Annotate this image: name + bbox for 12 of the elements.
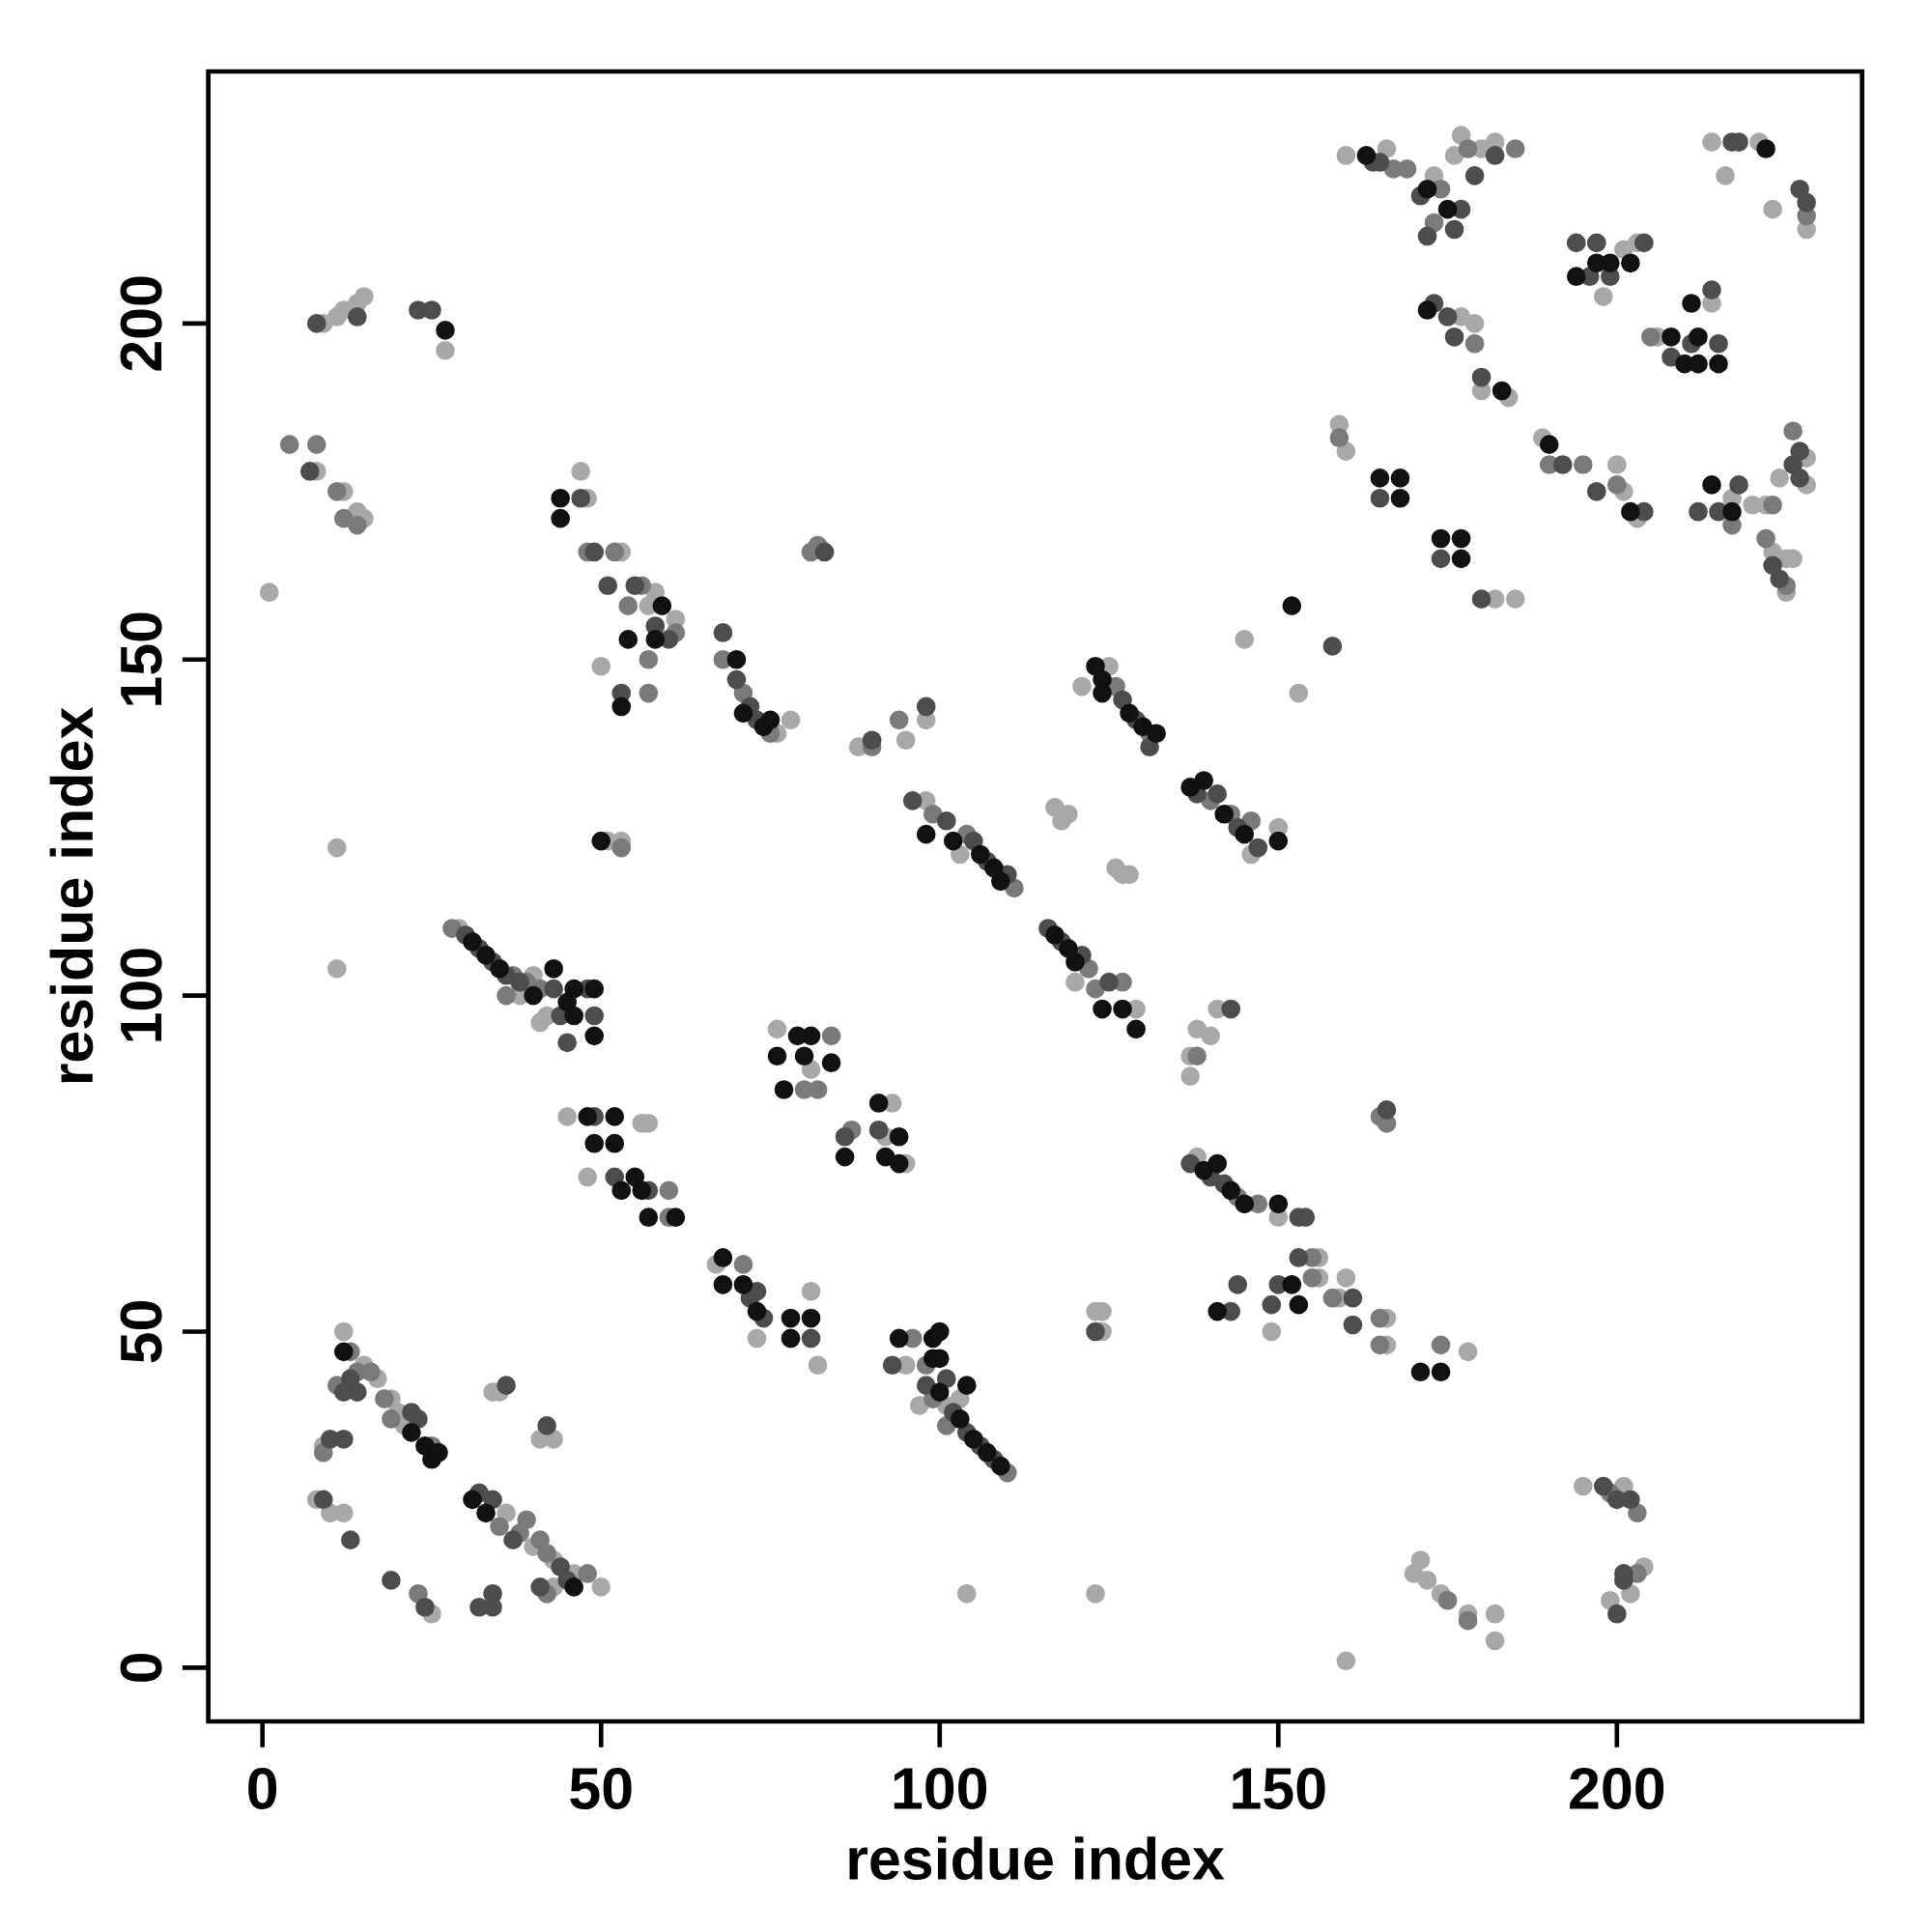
x-tick-label: 150 xyxy=(1233,1767,1325,1810)
x-tick-label: 0 xyxy=(248,1767,277,1810)
y-tick-label: 0 xyxy=(120,1653,162,1682)
y-axis-title: residue index xyxy=(49,707,94,1083)
y-tick-label: 50 xyxy=(120,1301,162,1363)
x-axis-title: residue index xyxy=(849,1836,1225,1880)
y-tick-label: 200 xyxy=(120,276,162,371)
x-tick-label: 200 xyxy=(1570,1767,1664,1810)
x-tick-label: 50 xyxy=(570,1767,632,1810)
y-tick-label: 100 xyxy=(120,949,162,1041)
x-tick-label: 100 xyxy=(894,1767,987,1810)
y-tick-label: 150 xyxy=(120,612,162,705)
